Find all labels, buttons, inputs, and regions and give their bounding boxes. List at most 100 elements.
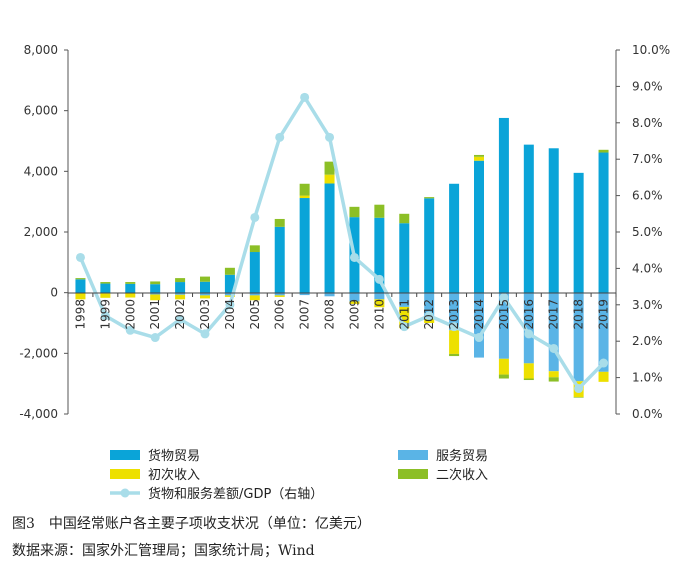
year-label: 2014 (472, 299, 486, 330)
ratio-point (599, 358, 609, 368)
ratio-point (549, 343, 559, 353)
bar-segment (548, 377, 559, 382)
ratio-point (300, 92, 310, 102)
year-label: 2009 (347, 299, 361, 330)
year-label: 2013 (447, 299, 461, 330)
bar-segment (100, 283, 111, 293)
left-tick-label: -4,000 (19, 407, 58, 421)
bar-segment (523, 378, 534, 381)
legend-swatch (110, 450, 140, 460)
bar-segment (200, 281, 210, 293)
bar-segment (249, 295, 260, 301)
bar-layer (75, 117, 609, 398)
bar-segment (449, 353, 460, 357)
bar-segment (598, 152, 609, 293)
bar-segment (374, 292, 385, 300)
bar-segment (399, 292, 410, 307)
ratio-point (524, 329, 534, 339)
legend-label: 货物和服务差额/GDP（右轴） (148, 486, 323, 502)
legend-label: 服务贸易 (436, 448, 488, 464)
bar-segment (374, 204, 385, 218)
right-tick-label: 1.0% (632, 371, 663, 385)
bar-segment (349, 292, 360, 302)
bar-segment (548, 292, 559, 372)
bar-segment (75, 279, 86, 293)
left-tick-label: 0 (50, 286, 58, 300)
bar-segment (75, 278, 86, 280)
bar-segment (200, 292, 210, 296)
year-label: 2010 (372, 299, 386, 330)
bar-segment (100, 282, 111, 284)
ratio-point (574, 384, 584, 394)
year-label: 2004 (223, 299, 237, 330)
year-label: 2005 (248, 299, 262, 330)
bar-segment (449, 183, 460, 293)
bar-segment (449, 330, 460, 354)
bar-segment (498, 117, 509, 293)
bar-segment (598, 371, 609, 382)
bar-segment (349, 301, 360, 304)
bar-segment (399, 223, 410, 293)
right-tick-label: 6.0% (632, 189, 663, 203)
bar-segment (274, 295, 285, 297)
bar-segment (374, 217, 385, 293)
year-label: 2007 (298, 299, 312, 330)
bar-segment (498, 358, 509, 375)
left-tick-label: -2,000 (19, 346, 58, 360)
bar-segment (523, 144, 534, 293)
bar-segment (150, 294, 161, 301)
year-label: 2002 (173, 299, 187, 330)
right-tick-label: 5.0% (632, 225, 663, 239)
year-label: 2001 (148, 299, 162, 330)
bar-segment (523, 292, 534, 364)
bar-segment (598, 292, 609, 372)
bar-segment (324, 161, 335, 175)
year-label: 2016 (522, 299, 536, 330)
legend-label: 初次收入 (148, 467, 200, 483)
legend-label: 二次收入 (436, 467, 488, 483)
bar-segment (125, 292, 136, 298)
line-layer (75, 92, 609, 394)
year-label: 2000 (123, 299, 137, 330)
bar-segment (324, 183, 335, 293)
bar-segment (399, 213, 410, 224)
bar-segment (598, 149, 609, 153)
ratio-point (449, 322, 459, 332)
bar-segment (449, 292, 460, 331)
bar-segment (274, 292, 285, 296)
left-tick-label: 6,000 (24, 104, 58, 118)
bar-segment (424, 292, 435, 317)
ratio-point (250, 212, 260, 222)
ratio-point (349, 252, 359, 262)
year-label: 2006 (273, 299, 287, 330)
year-label: 2018 (572, 299, 586, 330)
bar-segment (274, 226, 285, 293)
bar-segment (324, 174, 335, 184)
bar-segment (150, 292, 161, 295)
right-tick-label: 2.0% (632, 334, 663, 348)
bar-segment (125, 283, 136, 293)
bar-segment (249, 245, 260, 253)
right-tick-label: 9.0% (632, 79, 663, 93)
legend-swatch (110, 469, 140, 479)
year-label: 2003 (198, 299, 212, 330)
axes-layer: -4,000 -2,000 0 2,000 4,000 6,000 8,000 0.0% 1.0… (19, 43, 670, 421)
bar-segment (125, 282, 136, 284)
year-label: 2011 (397, 299, 411, 330)
ratio-point (424, 311, 434, 321)
bar-segment (573, 292, 584, 382)
right-tick-label: 8.0% (632, 116, 663, 130)
bar-segment (75, 293, 86, 300)
bar-segment (474, 160, 484, 293)
ratio-point (474, 333, 484, 343)
ratio-point (75, 252, 85, 262)
ratio-point (275, 132, 285, 142)
ratio-point (100, 311, 110, 321)
ratio-point (225, 300, 235, 310)
ratio-point (399, 322, 409, 332)
year-label: 2015 (497, 299, 511, 330)
ratio-point (325, 132, 335, 142)
year-label: 2008 (323, 299, 337, 330)
figure-caption: 图3 中国经常账户各主要子项收支状况（单位：亿美元） (12, 516, 371, 532)
